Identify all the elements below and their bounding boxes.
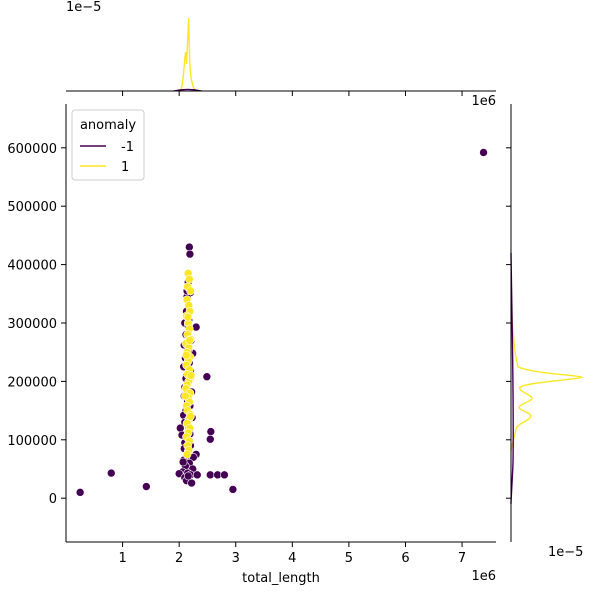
point-anomaly-pos1 [182, 450, 192, 459]
y-tick-label: 400000 [7, 259, 57, 274]
legend-box [71, 109, 145, 181]
main-axes: 1 2 3 4 5 6 7 0 100000 200000 300000 400000 500000 6… [7, 94, 496, 586]
x-tick-label: 3 [232, 551, 240, 566]
legend-label-neg1: -1 [121, 140, 134, 155]
legend-label-pos1: 1 [121, 160, 129, 175]
point-anomaly-pos1 [186, 371, 196, 380]
point-anomaly-pos1 [181, 350, 191, 360]
y-offset-label: 1e6 [471, 94, 496, 109]
x-tick-label: 1 [118, 551, 126, 566]
y-tick-label: 100000 [7, 434, 57, 449]
top-marginal-scale-label: 1e−5 [66, 0, 101, 15]
point-anomaly-neg1 [75, 488, 85, 497]
x-tick-label: 6 [401, 551, 409, 566]
point-anomaly-pos1 [183, 312, 193, 322]
point-anomaly-neg1 [228, 485, 238, 494]
x-tick-label: 4 [288, 551, 296, 566]
x-offset-label: 1e6 [471, 569, 496, 584]
point-anomaly-pos1 [185, 336, 194, 345]
y-tick-label: 500000 [7, 200, 57, 215]
point-anomaly-neg1 [183, 471, 193, 481]
point-anomaly-neg1 [106, 468, 116, 478]
right-marginal-scale-label: 1e−5 [548, 545, 583, 560]
x-tick-label: 5 [345, 551, 353, 566]
top-marginal-kde-pos1 [179, 17, 198, 92]
point-anomaly-pos1 [185, 274, 194, 284]
point-anomaly-neg1 [142, 482, 151, 491]
x-tick-label: 7 [458, 551, 466, 566]
point-anomaly-neg1 [479, 148, 488, 157]
right-marginal-kde-pos1 [510, 305, 583, 452]
legend-title: anomaly [80, 118, 136, 133]
y-tick-label: 600000 [7, 142, 57, 157]
point-anomaly-neg1 [185, 249, 195, 259]
point-anomaly-neg1 [187, 478, 196, 488]
right-marginal: 1e−5 [506, 104, 583, 560]
legend: anomaly -1 1 [71, 109, 145, 181]
point-anomaly-neg1 [220, 470, 229, 480]
y-tick-label: 300000 [7, 317, 57, 332]
point-anomaly-neg1 [205, 434, 215, 444]
x-axis-label: total_length [242, 571, 320, 586]
point-anomaly-pos1 [181, 391, 190, 401]
point-anomaly-neg1 [178, 457, 188, 467]
top-marginal: 1e−5 [66, 0, 496, 96]
point-anomaly-neg1 [192, 470, 202, 480]
y-tick-label: 0 [49, 492, 57, 507]
point-anomaly-neg1 [205, 470, 215, 480]
x-tick-label: 2 [175, 551, 183, 566]
point-anomaly-pos1 [186, 286, 195, 296]
point-anomaly-neg1 [206, 427, 216, 436]
point-anomaly-neg1 [175, 423, 185, 433]
point-anomaly-pos1 [186, 412, 195, 421]
y-tick-label: 200000 [7, 375, 57, 390]
point-anomaly-neg1 [202, 372, 212, 382]
